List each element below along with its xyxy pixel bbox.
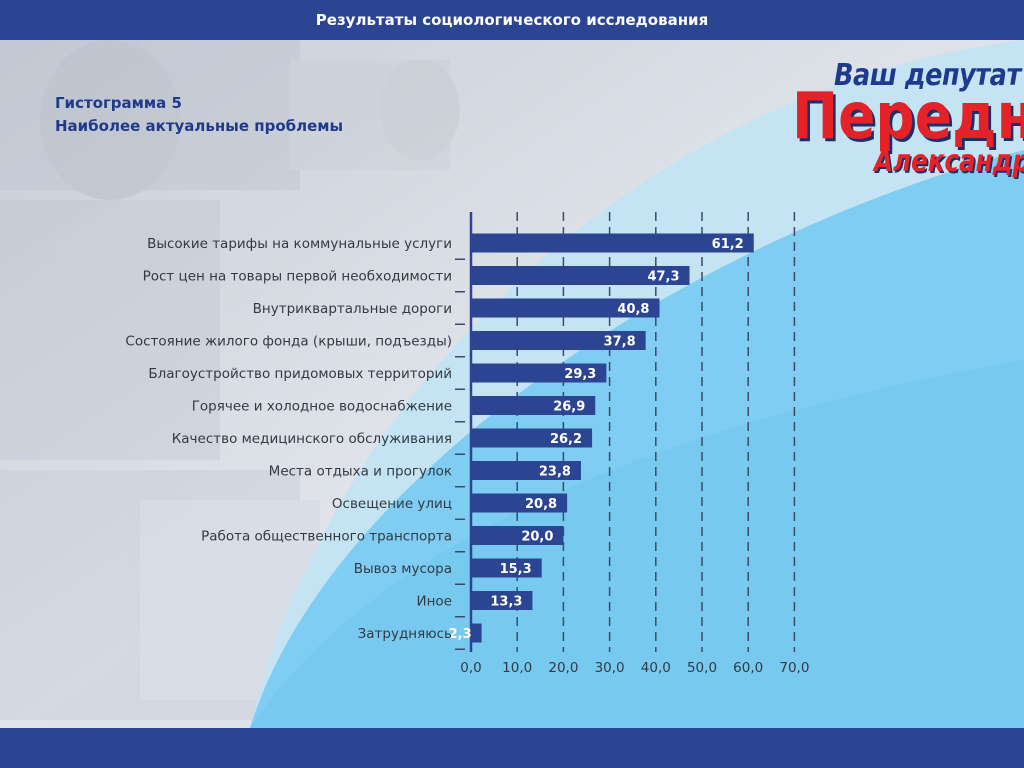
category-label: Иное [417,594,453,610]
subtitle-line-1: Гистограмма 5 [55,94,182,112]
bar [471,233,754,253]
x-tick-label: 70,0 [779,660,809,676]
logo-line-1: Ваш депутат [834,58,1021,93]
bar [471,591,533,610]
data-label: 13,3 [490,595,522,610]
x-tick-label: 20,0 [548,660,578,676]
subtitle-line-2: Наиболее актуальные проблемы [55,117,344,135]
bar [471,363,607,383]
data-label: 20,8 [525,497,557,512]
chart-subtitle: Гистограмма 5 Наиболее актуальные пробле… [55,92,343,138]
bar [471,558,542,578]
bar [471,396,596,415]
footer-bar [0,728,1024,768]
category-label: Вывоз мусора [354,561,452,577]
data-label: 37,8 [604,335,636,350]
category-label: Затрудняюсь [358,626,452,642]
bar [471,623,482,643]
wave-mid [250,150,1024,728]
bar [471,493,568,513]
category-label: Высокие тарифы на коммунальные услуги [147,236,452,252]
data-label: 29,3 [564,367,596,382]
category-label: Качество медицинского обслуживания [172,431,452,447]
data-label: 26,2 [550,432,582,447]
data-label: 61,2 [712,237,744,252]
background-photo-collage [0,40,460,720]
category-label: Состояние жилого фонда (крыши, подъезды) [125,334,452,350]
bar [471,298,660,318]
x-tick-label: 50,0 [687,660,717,676]
data-label: 23,8 [539,465,571,480]
logo-line-2: Передня [792,80,1024,154]
category-label: Работа общественного транспорта [201,529,452,545]
category-label: Освещение улиц [332,496,452,512]
data-label: 2,3 [449,627,472,642]
x-tick-label: 0,0 [460,660,481,676]
bar [471,461,581,480]
category-label: Благоустройство придомовых территорий [148,366,452,382]
data-label: 40,8 [617,302,649,317]
bar [471,266,690,285]
data-label: 15,3 [500,562,532,577]
category-label: Места отдыха и прогулок [269,464,452,480]
category-label: Рост цен на товары первой необходимости [143,269,452,285]
x-tick-label: 10,0 [502,660,532,676]
data-label: 47,3 [647,270,679,285]
header-title: Результаты социологического исследования [315,11,709,29]
header-bar: Результаты социологического исследования [0,0,1024,40]
bar [471,526,564,545]
bar [471,331,646,350]
logo: Ваш депутат Передня Александр [792,58,1024,186]
x-tick-label: 40,0 [641,660,671,676]
data-label: 26,9 [553,400,585,415]
category-label: Горячее и холодное водоснабжение [192,399,452,415]
x-tick-label: 60,0 [733,660,763,676]
category-label: Внутриквартальные дороги [253,301,452,317]
x-tick-label: 30,0 [595,660,625,676]
logo-line-3: Александр [874,144,1024,179]
bar [471,428,593,448]
wave-deep [250,360,1024,728]
data-label: 20,0 [521,530,553,545]
